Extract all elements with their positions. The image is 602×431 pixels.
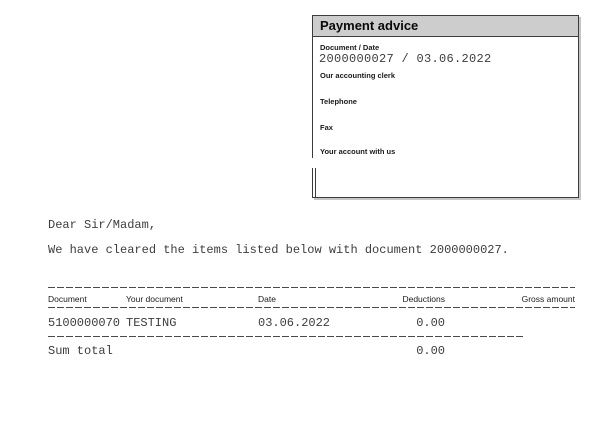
telephone-label: Telephone — [320, 97, 357, 106]
column-header-deductions: Deductions — [402, 294, 445, 304]
column-header-gross-amount: Gross amount — [521, 294, 575, 304]
cell-document: 5100000070 — [48, 316, 121, 330]
inner-window-border — [315, 168, 316, 197]
payment-advice-title: Payment advice — [313, 16, 578, 37]
border-gap — [312, 158, 313, 168]
sum-total-deductions: 0.00 — [416, 344, 445, 358]
sum-total-label: Sum total — [48, 344, 113, 358]
letter-body-text: We have cleared the items listed below w… — [48, 243, 509, 257]
cell-deductions: 0.00 — [416, 316, 445, 330]
table-rule-top — [48, 287, 575, 288]
document-date-label: Document / Date — [320, 43, 380, 52]
table-rule-header — [48, 307, 575, 308]
table-rule-total — [48, 336, 524, 337]
column-header-document: Document — [48, 294, 87, 304]
column-header-your-document: Your document — [126, 294, 183, 304]
fax-label: Fax — [320, 123, 333, 132]
account-with-us-label: Your account with us — [320, 147, 396, 156]
document-date-value: 2000000027 / 03.06.2022 — [319, 52, 492, 66]
column-header-date: Date — [258, 294, 276, 304]
cell-date: 03.06.2022 — [258, 316, 331, 330]
accounting-clerk-label: Our accounting clerk — [320, 71, 396, 80]
payment-advice-box: Payment advice Document / Date 200000002… — [312, 15, 579, 198]
salutation-text: Dear Sir/Madam, — [48, 218, 157, 232]
cell-your-document: TESTING — [126, 316, 177, 330]
